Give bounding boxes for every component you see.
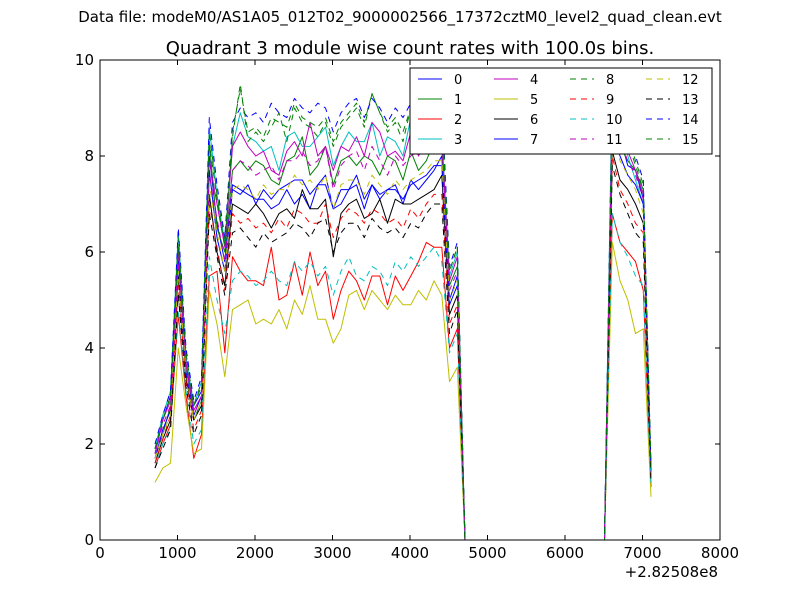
- y-tick-label: 6: [84, 243, 94, 261]
- x-tick-label: 8000: [701, 544, 739, 562]
- legend-label-9: 9: [606, 93, 614, 108]
- x-tick-label: 7000: [623, 544, 661, 562]
- series-line-5: [154, 241, 652, 541]
- x-tick-label: 5000: [468, 544, 506, 562]
- series-line-10: [154, 213, 652, 541]
- legend-label-12: 12: [682, 73, 699, 88]
- y-tick-label: 8: [84, 147, 94, 165]
- series-line-8: [154, 83, 652, 541]
- legend-label-0: 0: [454, 73, 462, 88]
- plot-title: Quadrant 3 module wise count rates with …: [166, 38, 655, 59]
- legend-label-10: 10: [606, 113, 623, 128]
- series-line-11: [154, 112, 652, 541]
- legend-label-5: 5: [530, 93, 538, 108]
- legend-label-8: 8: [606, 73, 614, 88]
- y-tick-label: 10: [75, 51, 94, 69]
- legend-box: [409, 67, 713, 155]
- x-tick-label: 4000: [391, 544, 429, 562]
- legend-label-11: 11: [606, 133, 623, 148]
- plot-frame: [99, 59, 721, 541]
- x-offset-label: +2.82508e8: [625, 563, 718, 581]
- y-tick-label: 0: [84, 531, 94, 549]
- x-tick-label: 2000: [236, 544, 274, 562]
- legend-label-15: 15: [682, 133, 699, 148]
- legend-label-3: 3: [454, 133, 462, 148]
- legend-label-2: 2: [454, 113, 462, 128]
- x-tick-label: 3000: [313, 544, 351, 562]
- legend-label-7: 7: [530, 133, 538, 148]
- series-line-4: [154, 102, 652, 541]
- figure-suptitle: Data file: modeM0/AS1A05_012T02_90000025…: [78, 8, 722, 26]
- legend-label-13: 13: [682, 93, 699, 108]
- legend-label-4: 4: [530, 73, 538, 88]
- legend-label-14: 14: [682, 113, 699, 128]
- series-line-2: [154, 213, 652, 541]
- x-tick-label: 0: [95, 544, 105, 562]
- y-tick-label: 2: [84, 435, 94, 453]
- y-tick-label: 4: [84, 339, 94, 357]
- legend-label-1: 1: [454, 93, 462, 108]
- legend-label-6: 6: [530, 113, 538, 128]
- x-tick-label: 1000: [158, 544, 196, 562]
- x-tick-label: 6000: [546, 544, 584, 562]
